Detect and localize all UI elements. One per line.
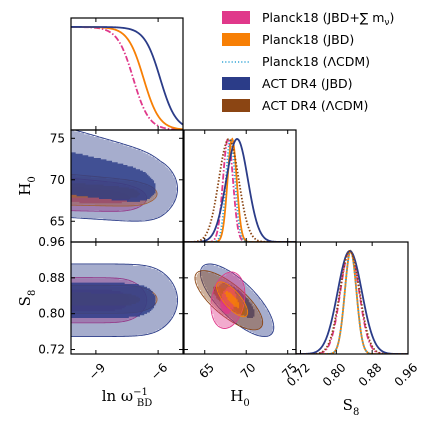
marginal-s8-series-4 [296, 250, 408, 354]
ylabel-s8: S8 [16, 290, 38, 307]
contour-h0-lnw-series-3-95-edge [71, 130, 178, 222]
marginal-s8-series-1 [296, 249, 408, 354]
contour-h0-lnw-series-3 [71, 130, 178, 222]
ytick-label-S8-2: 0.88 [38, 271, 65, 285]
marginal-lnw-series-0 [71, 26, 183, 130]
xtick-label-H0-0: 65 [196, 360, 217, 381]
ticks [71, 18, 409, 354]
contour-s8-h0-series-0-68 [220, 286, 237, 314]
ytick-label-S8-0: 0.72 [38, 343, 65, 357]
legend-label-2: Planck18 (ΛCDM) [262, 54, 370, 69]
panel-frame-0-0 [70, 17, 184, 131]
ylabel-h0: H0 [16, 176, 38, 195]
contour-s8-lnw-series-3-95-edge [71, 263, 178, 338]
contour-s8-h0-series-0-95-edge [210, 271, 246, 329]
legend-swatch-3 [222, 77, 250, 90]
contour-s8-lnw-series-3 [71, 263, 178, 338]
marginal-h0-series-0 [184, 137, 296, 242]
xtick-label-lnw-1: −6 [148, 360, 170, 382]
ytick-label-H0-2: 75 [50, 131, 65, 145]
marginal-lnw-series-1 [71, 26, 183, 130]
xtick-label-H0-1: 70 [238, 360, 259, 381]
contour-s8-h0-series-4-95-edge [194, 270, 264, 331]
marginal-s8-series-2 [296, 249, 408, 354]
contour-fills [71, 130, 275, 338]
xlabel-lnw: ln ω−1 BD [102, 387, 153, 409]
marginal-lnw-series-3 [71, 26, 183, 126]
xlabel-h0: H0 [230, 387, 249, 409]
contour-s8-lnw-series-3-68 [71, 282, 156, 319]
legend-label-1: Planck18 (JBD) [262, 32, 354, 47]
legend-label-4: ACT DR4 (ΛCDM) [262, 98, 368, 113]
panel-frames [70, 17, 409, 355]
contour-s8-h0-series-1-95-edge [216, 281, 249, 318]
xtick-label-lnw-0: −9 [86, 360, 108, 382]
xlabel-s8: S8 [343, 396, 360, 418]
ytick-label-H0-0: 65 [50, 214, 65, 228]
legend-swatch-4 [222, 99, 250, 112]
xtick-label-S8-2: 0.88 [356, 360, 385, 389]
legend-swatch-0 [222, 11, 250, 24]
panel-frame-2-2 [295, 241, 409, 355]
ytick-label-S8-1: 0.80 [38, 307, 65, 321]
marginal-h0-series-1 [184, 137, 296, 242]
xtick-label-S8-3: 0.96 [392, 360, 421, 389]
ytick-label-H0-1: 70 [50, 173, 65, 187]
legend-label-3: ACT DR4 (JBD) [262, 76, 353, 91]
marginal-s8-series-0 [296, 250, 408, 354]
marginal-s8-series-3 [296, 250, 408, 354]
contour-h0-lnw-series-3-68 [71, 152, 156, 202]
labels: −9 −6 65 70 750.72 0.80 0.88 0.966570750.720.80… [16, 131, 420, 418]
contour-s8-h0-series-1-68 [224, 291, 240, 309]
legend-label-0: Planck18 (JBD+∑ mν) [262, 10, 394, 28]
contour-s8-h0-series-1 [216, 281, 249, 318]
legend-swatch-1 [222, 33, 250, 46]
legend: Planck18 (JBD+∑ mν) Planck18 (JBD) Planck1… [222, 10, 394, 113]
xtick-label-S8-1: 0.80 [320, 360, 349, 389]
marginal-h0-series-2 [184, 137, 296, 242]
panel-frame-2-0 [70, 241, 184, 355]
ytick-label-S8-3: 0.96 [38, 235, 65, 249]
